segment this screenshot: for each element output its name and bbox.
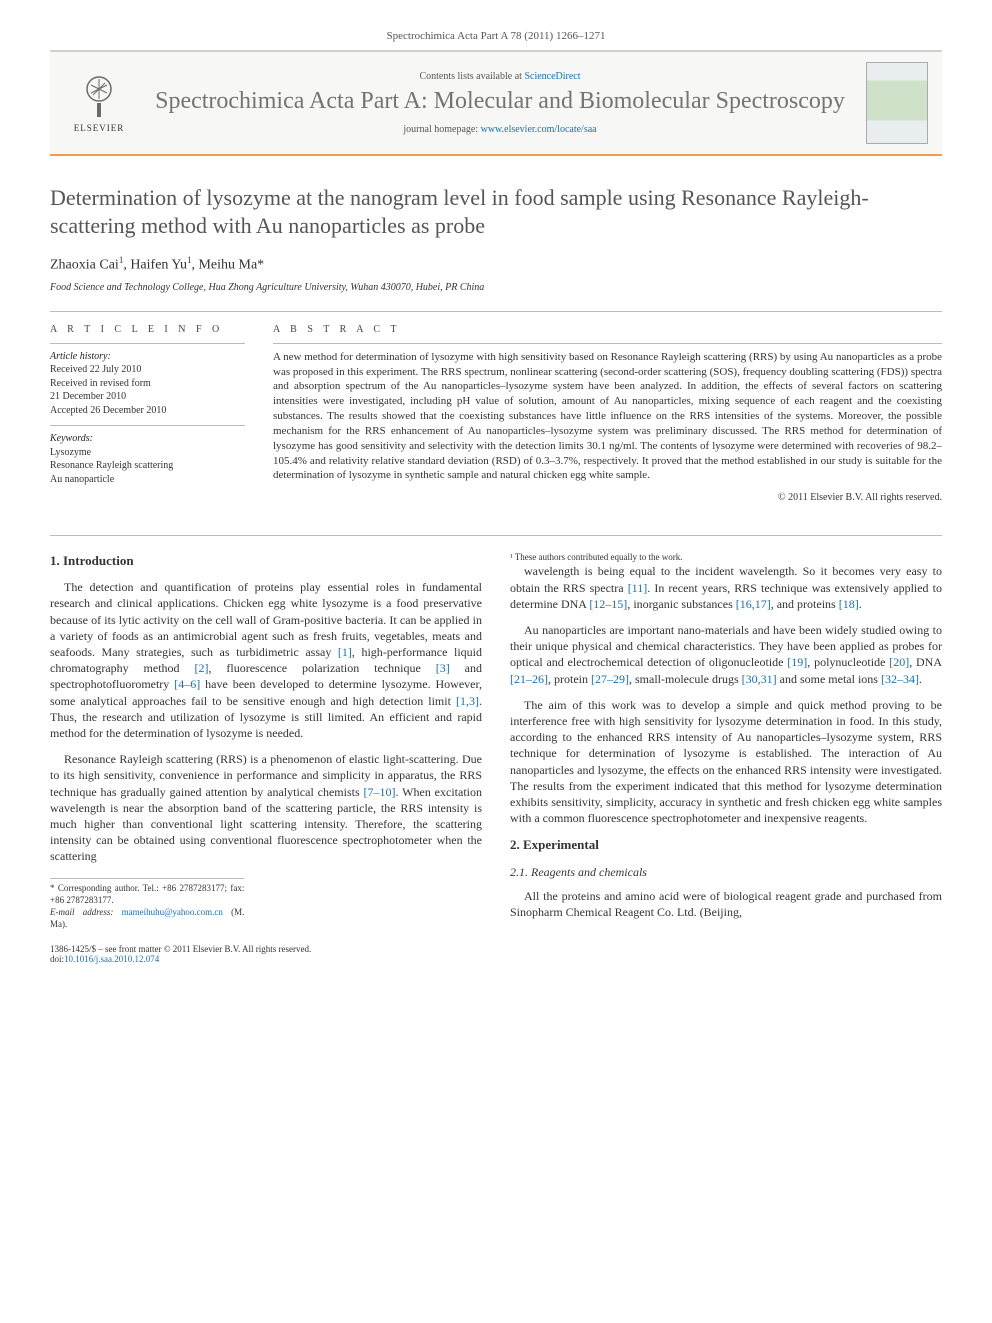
journal-masthead: ELSEVIER Contents lists available at Sci… <box>50 50 942 156</box>
ref-link[interactable]: [20] <box>889 655 909 669</box>
affiliation: Food Science and Technology College, Hua… <box>50 282 942 293</box>
abstract-text: A new method for determination of lysozy… <box>273 350 942 484</box>
sciencedirect-link[interactable]: ScienceDirect <box>524 71 580 82</box>
doi-prefix: doi: <box>50 954 64 964</box>
page-footer: 1386-1425/$ – see front matter © 2011 El… <box>50 944 942 964</box>
body-paragraph: Resonance Rayleigh scattering (RRS) is a… <box>50 751 482 864</box>
ref-link[interactable]: [1] <box>338 645 352 659</box>
email-link[interactable]: mameihuhu@yahoo.com.cn <box>122 907 223 917</box>
history-line: Received 22 July 2010 <box>50 363 245 377</box>
ref-link[interactable]: [21–26] <box>510 672 548 686</box>
ref-link[interactable]: [27–29] <box>591 672 629 686</box>
abstract-copyright: © 2011 Elsevier B.V. All rights reserved… <box>273 491 942 505</box>
masthead-center: Contents lists available at ScienceDirec… <box>134 71 866 135</box>
keywords-block: Keywords: Lysozyme Resonance Rayleigh sc… <box>50 425 245 486</box>
history-line: 21 December 2010 <box>50 390 245 404</box>
body-paragraph: The aim of this work was to develop a si… <box>510 697 942 827</box>
abstract-column: A B S T R A C T A new method for determi… <box>273 324 942 513</box>
journal-title: Spectrochimica Acta Part A: Molecular an… <box>146 88 854 116</box>
ref-link[interactable]: [32–34] <box>881 672 919 686</box>
body-two-column: 1. Introduction The detection and quanti… <box>50 535 942 931</box>
history-line: Received in revised form <box>50 377 245 391</box>
body-paragraph: The detection and quantification of prot… <box>50 579 482 741</box>
front-matter-line: 1386-1425/$ – see front matter © 2011 El… <box>50 944 311 954</box>
homepage-prefix: journal homepage: <box>403 124 480 135</box>
ref-link[interactable]: [2] <box>194 661 208 675</box>
keyword: Resonance Rayleigh scattering <box>50 459 245 473</box>
doi-line: doi:10.1016/j.saa.2010.12.074 <box>50 954 311 964</box>
body-paragraph: All the proteins and amino acid were of … <box>510 888 942 920</box>
author-list: Zhaoxia Cai1, Haifen Yu1, Meihu Ma* <box>50 255 942 274</box>
info-abstract-row: A R T I C L E I N F O Article history: R… <box>50 324 942 513</box>
ref-link[interactable]: [16,17] <box>736 597 771 611</box>
ref-link[interactable]: [18] <box>839 597 859 611</box>
history-label: Article history: <box>50 350 245 364</box>
subsection-heading-reagents: 2.1. Reagents and chemicals <box>510 864 942 880</box>
email-line: E-mail address: mameihuhu@yahoo.com.cn (… <box>50 907 244 930</box>
contents-available-line: Contents lists available at ScienceDirec… <box>146 71 854 82</box>
abstract-heading: A B S T R A C T <box>273 324 942 335</box>
contents-prefix: Contents lists available at <box>419 71 524 82</box>
ref-link[interactable]: [30,31] <box>742 672 777 686</box>
equal-contribution-note: ¹ These authors contributed equally to t… <box>510 552 704 564</box>
footer-left: 1386-1425/$ – see front matter © 2011 El… <box>50 944 311 964</box>
corresponding-author-note: * Corresponding author. Tel.: +86 278728… <box>50 883 244 906</box>
ref-link[interactable]: [19] <box>787 655 807 669</box>
doi-link[interactable]: 10.1016/j.saa.2010.12.074 <box>64 954 159 964</box>
body-paragraph: Au nanoparticles are important nano-mate… <box>510 622 942 687</box>
homepage-line: journal homepage: www.elsevier.com/locat… <box>146 124 854 135</box>
ref-link[interactable]: [7–10] <box>364 785 396 799</box>
article-title: Determination of lysozyme at the nanogra… <box>50 184 942 239</box>
journal-cover-thumbnail <box>866 62 928 144</box>
ref-link[interactable]: [4–6] <box>174 677 200 691</box>
elsevier-logo: ELSEVIER <box>64 73 134 133</box>
elsevier-tree-icon <box>75 73 123 121</box>
ref-link[interactable]: [12–15] <box>589 597 627 611</box>
ref-link[interactable]: [1,3] <box>456 694 479 708</box>
history-line: Accepted 26 December 2010 <box>50 404 245 418</box>
elsevier-logo-text: ELSEVIER <box>64 123 134 133</box>
section-heading-experimental: 2. Experimental <box>510 836 942 854</box>
article-info-column: A R T I C L E I N F O Article history: R… <box>50 324 245 513</box>
divider <box>50 311 942 312</box>
section-heading-intro: 1. Introduction <box>50 552 482 570</box>
article-info-heading: A R T I C L E I N F O <box>50 324 245 335</box>
homepage-link[interactable]: www.elsevier.com/locate/saa <box>481 124 597 135</box>
article-history-block: Article history: Received 22 July 2010 R… <box>50 343 245 418</box>
ref-link[interactable]: [11] <box>628 581 648 595</box>
email-label: E-mail address: <box>50 907 122 917</box>
ref-link[interactable]: [3] <box>436 661 450 675</box>
running-header: Spectrochimica Acta Part A 78 (2011) 126… <box>50 30 942 42</box>
body-paragraph: wavelength is being equal to the inciden… <box>510 563 942 612</box>
keyword: Au nanoparticle <box>50 473 245 487</box>
keywords-label: Keywords: <box>50 432 245 446</box>
keyword: Lysozyme <box>50 446 245 460</box>
